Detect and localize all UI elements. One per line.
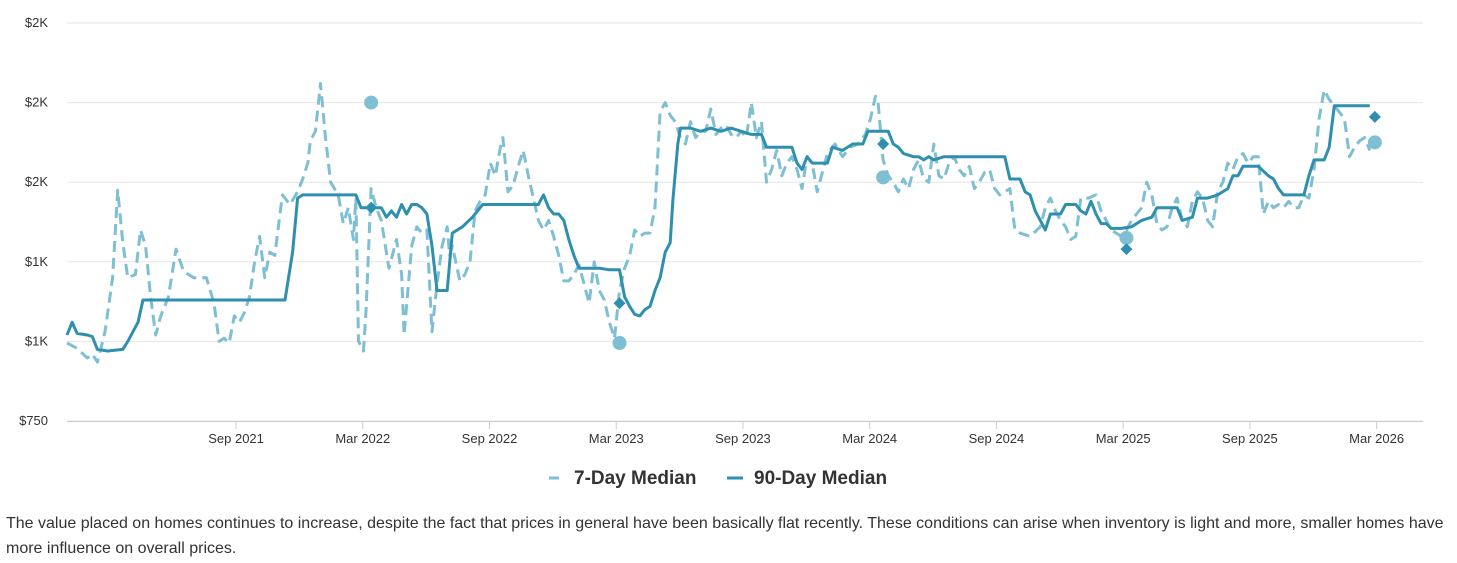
marker-90-day-median — [1120, 243, 1133, 256]
y-tick-label: $2K — [25, 15, 48, 30]
x-tick-label: Mar 2022 — [335, 431, 390, 446]
y-tick-label: $1K — [25, 333, 48, 348]
grid-lines — [67, 22, 1423, 422]
price-chart: $750 $1K $1K $2K $2K $2K Sep 2021 Mar 2022 Sep 2… — [19, 15, 1423, 489]
x-tick-label: Mar 2025 — [1096, 431, 1151, 446]
y-tick-label: $750 — [19, 413, 48, 428]
axes: $750 $1K $1K $2K $2K $2K Sep 2021 Mar 2022 Sep 2… — [19, 15, 1423, 446]
y-tick-label: $2K — [25, 174, 48, 189]
legend[interactable]: 7-Day Median 90-Day Median — [549, 468, 887, 489]
series-line-90-day-median — [65, 104, 1370, 353]
series-line-7-day-median — [66, 82, 1372, 364]
legend-label-90-day-median[interactable]: 90-Day Median — [754, 468, 887, 489]
y-tick-label: $1K — [25, 254, 48, 269]
marker-90-day-median — [613, 297, 626, 310]
marker-90-day-median — [1368, 110, 1381, 123]
x-tick-label: Sep 2025 — [1222, 431, 1278, 446]
x-tick-label: Sep 2021 — [208, 431, 264, 446]
chart-caption: The value placed on homes continues to i… — [6, 515, 1444, 557]
legend-label-7-day-median[interactable]: 7-Day Median — [574, 468, 696, 489]
marker-7-day-median — [876, 170, 891, 185]
series-markers — [364, 95, 1382, 350]
marker-90-day-median — [365, 201, 378, 214]
x-tick-label: Mar 2023 — [589, 431, 644, 446]
y-tick-label: $2K — [25, 95, 48, 110]
x-tick-label: Sep 2024 — [969, 431, 1025, 446]
chart-svg: $750 $1K $1K $2K $2K $2K Sep 2021 Mar 2022 Sep 2… — [19, 15, 1423, 489]
marker-7-day-median — [1367, 135, 1382, 150]
x-tick-label: Sep 2023 — [715, 431, 771, 446]
x-tick-label: Mar 2026 — [1349, 431, 1404, 446]
marker-7-day-median — [1119, 230, 1134, 245]
marker-90-day-median — [877, 137, 890, 150]
marker-7-day-median — [612, 335, 627, 350]
series-lines — [65, 82, 1372, 364]
x-tick-label: Sep 2022 — [462, 431, 518, 446]
marker-7-day-median — [364, 95, 379, 110]
x-tick-label: Mar 2024 — [842, 431, 897, 446]
